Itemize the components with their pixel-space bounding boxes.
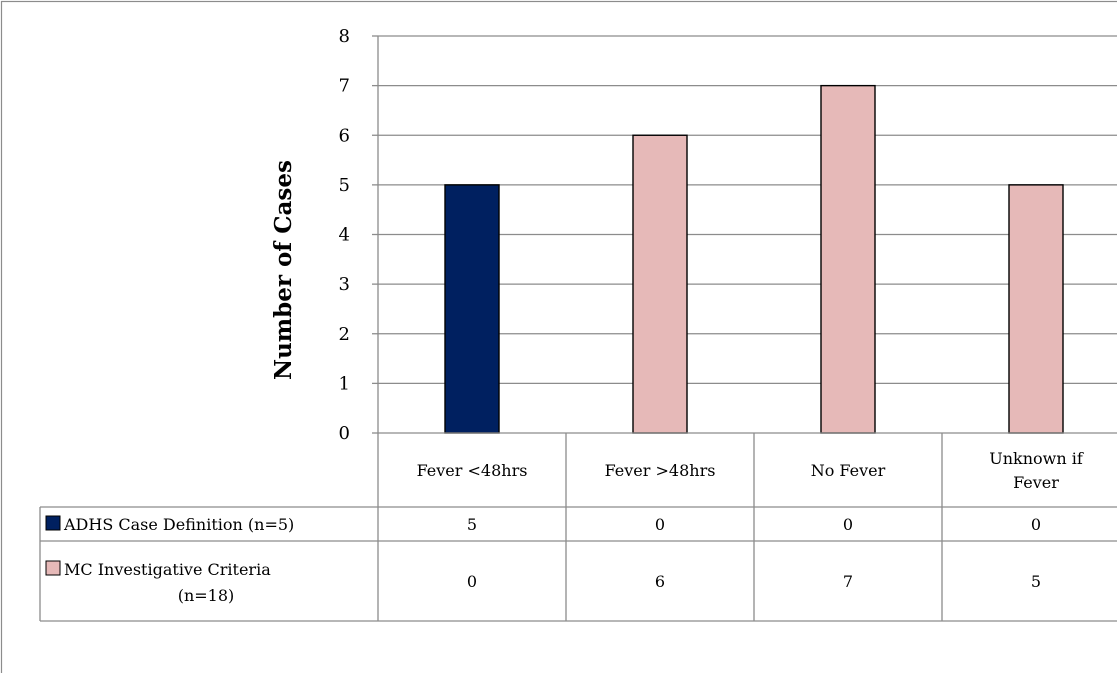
y-tick-label: 1 <box>339 373 350 394</box>
y-tick-label: 5 <box>339 175 350 196</box>
legend-key-adhs <box>46 516 60 530</box>
data-table-value: 0 <box>843 515 853 534</box>
data-table-value: 7 <box>843 572 853 591</box>
y-tick-label: 3 <box>339 274 350 295</box>
x-tick-label: Unknown if <box>989 449 1084 468</box>
y-tick-label: 2 <box>339 324 350 345</box>
data-table-value: 0 <box>655 515 665 534</box>
data-table-value: 6 <box>655 572 665 591</box>
y-tick-label: 8 <box>339 26 350 47</box>
y-axis-title: Number of Cases <box>270 160 297 380</box>
y-tick-label: 4 <box>339 225 350 246</box>
legend-label: ADHS Case Definition (n=5) <box>63 515 294 534</box>
y-tick-label: 6 <box>339 125 350 146</box>
x-tick-label: Fever >48hrs <box>605 461 716 480</box>
y-tick-label: 0 <box>339 423 350 444</box>
data-table: Fever <48hrs Fever >48hrs No Fever Unknown … <box>40 433 1117 621</box>
legend-key-mc <box>46 561 60 575</box>
data-table-value: 5 <box>1031 572 1041 591</box>
bar-mc-1 <box>633 135 687 433</box>
data-table-value: 0 <box>467 572 477 591</box>
x-tick-label: Fever <48hrs <box>417 461 528 480</box>
data-table-value: 5 <box>467 515 477 534</box>
bar-adhs-0 <box>445 185 499 433</box>
legend-label: (n=18) <box>178 586 235 605</box>
y-tick-label: 7 <box>339 76 350 97</box>
bar-mc-3 <box>1009 185 1063 433</box>
bar-mc-2 <box>821 86 875 433</box>
legend-label: MC Investigative Criteria <box>64 560 271 579</box>
data-table-value: 0 <box>1031 515 1041 534</box>
y-axis: 0 1 2 3 4 5 6 7 8 <box>339 26 378 444</box>
x-tick-label: No Fever <box>811 461 886 480</box>
x-tick-label: Fever <box>1013 473 1059 492</box>
bars <box>445 86 1063 433</box>
